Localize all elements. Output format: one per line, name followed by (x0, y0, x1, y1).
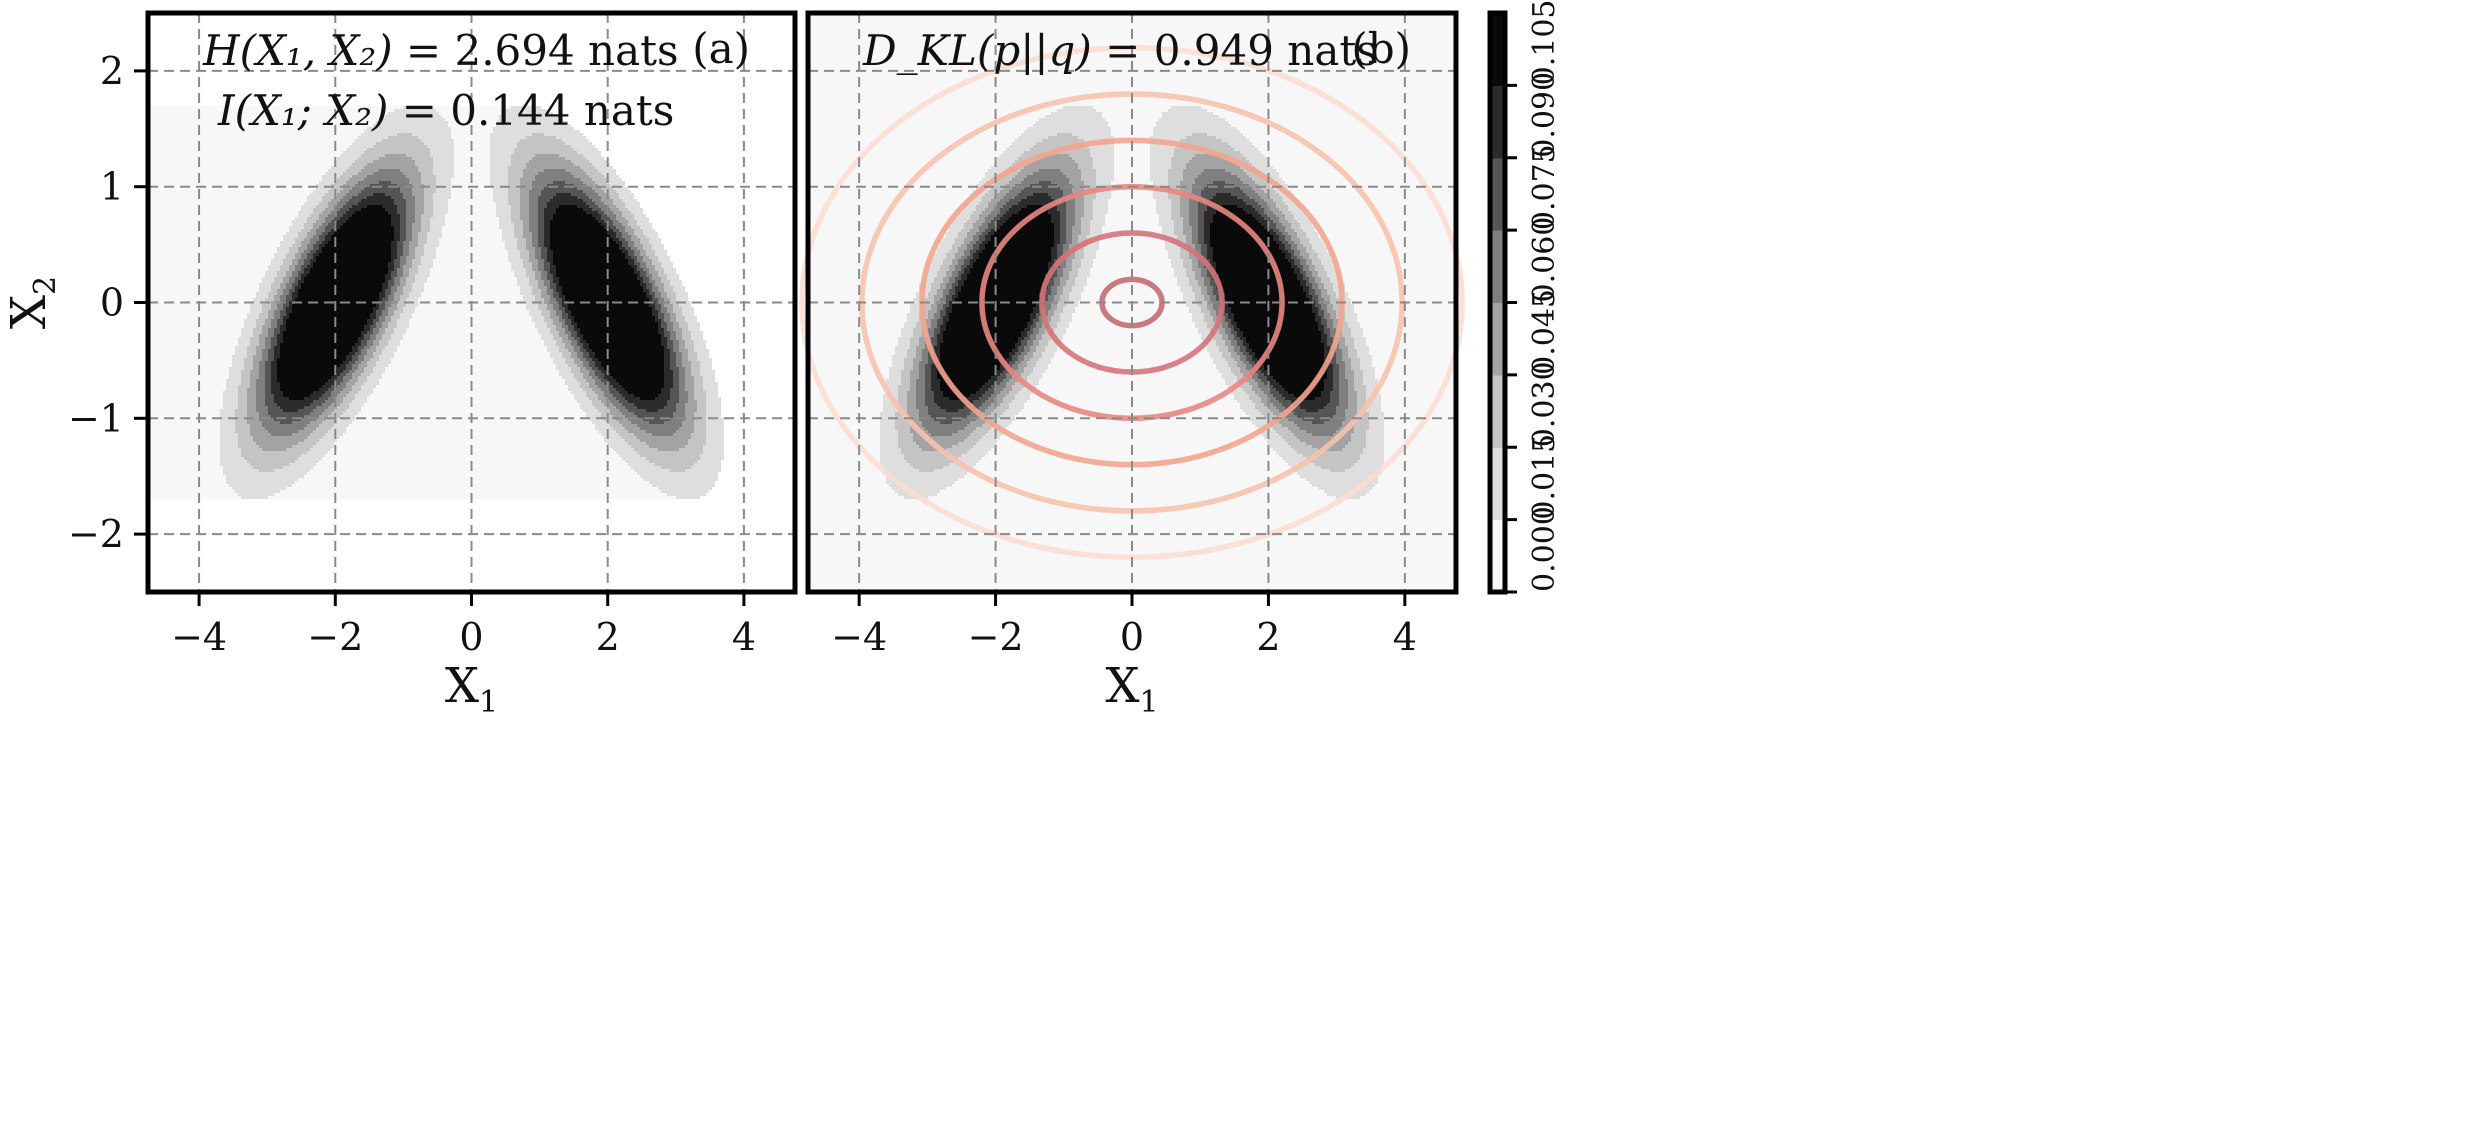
grid (148, 13, 795, 592)
colorbar-tick-label: 0.075 (1527, 144, 1562, 230)
y-tick-label: 0 (100, 281, 124, 325)
grid (808, 13, 1456, 592)
x-axis-label: X1 (1105, 658, 1158, 720)
colorbar-tick-label: 0.060 (1527, 217, 1562, 303)
annotation-mutual-information: I(X₁; X₂) = 0.144 nats (217, 86, 674, 135)
colorbar-tick-label: 0.000 (1527, 506, 1562, 592)
x-tick-label: −4 (171, 615, 227, 659)
colorbar-band (1490, 13, 1505, 86)
colorbar-band (1490, 374, 1505, 448)
colorbar-band (1490, 230, 1505, 303)
y-axis-label: X2 (1, 276, 63, 329)
colorbar-band (1490, 157, 1505, 231)
x-tick-label: 4 (1393, 615, 1417, 659)
y-tick-label: −2 (68, 512, 124, 556)
colorbar-band (1490, 302, 1505, 376)
colorbar-tick-label: 0.105 (1527, 0, 1562, 85)
annotation-kl-divergence: D_KL(p||q) = 0.949 nats (862, 26, 1378, 75)
y-tick-label: −1 (68, 396, 124, 440)
x-tick-label: 0 (1120, 615, 1144, 659)
y-tick-label: 1 (100, 165, 124, 209)
x-tick-label: 2 (596, 615, 620, 659)
colorbar-tick-label: 0.090 (1527, 72, 1562, 158)
colorbar-tick-label: 0.015 (1527, 434, 1562, 520)
colorbar-band (1490, 447, 1505, 521)
panel-a: −4 −2 0 2 4 −2 −1 0 1 2 X1 X2 (a) H(X₁, X₂) = 2.694 n… (1, 10, 798, 720)
annotation-entropy: H(X₁, X₂) = 2.694 nats (202, 26, 679, 75)
colorbar-band (1490, 85, 1505, 159)
colorbar-band (1490, 519, 1505, 593)
x-axis-label: X1 (445, 658, 498, 720)
colorbar-tick-label: 0.030 (1527, 361, 1562, 447)
panel-tag: (b) (1351, 24, 1411, 73)
x-tick-label: −4 (831, 615, 887, 659)
y-tick-label: 2 (100, 49, 124, 93)
x-tick-label: 4 (732, 615, 756, 659)
colorbar-tick-label: 0.045 (1527, 289, 1562, 375)
x-tick-label: 0 (459, 615, 483, 659)
x-tick-label: 2 (1256, 615, 1280, 659)
x-tick-label: −2 (968, 615, 1024, 659)
x-tick-label: −2 (307, 615, 363, 659)
panel-b: −4 −2 0 2 4 X1 (b)D_KL(p||q) = 0.949 nats (799, 10, 1465, 720)
panel-tag: (a) (692, 24, 750, 73)
